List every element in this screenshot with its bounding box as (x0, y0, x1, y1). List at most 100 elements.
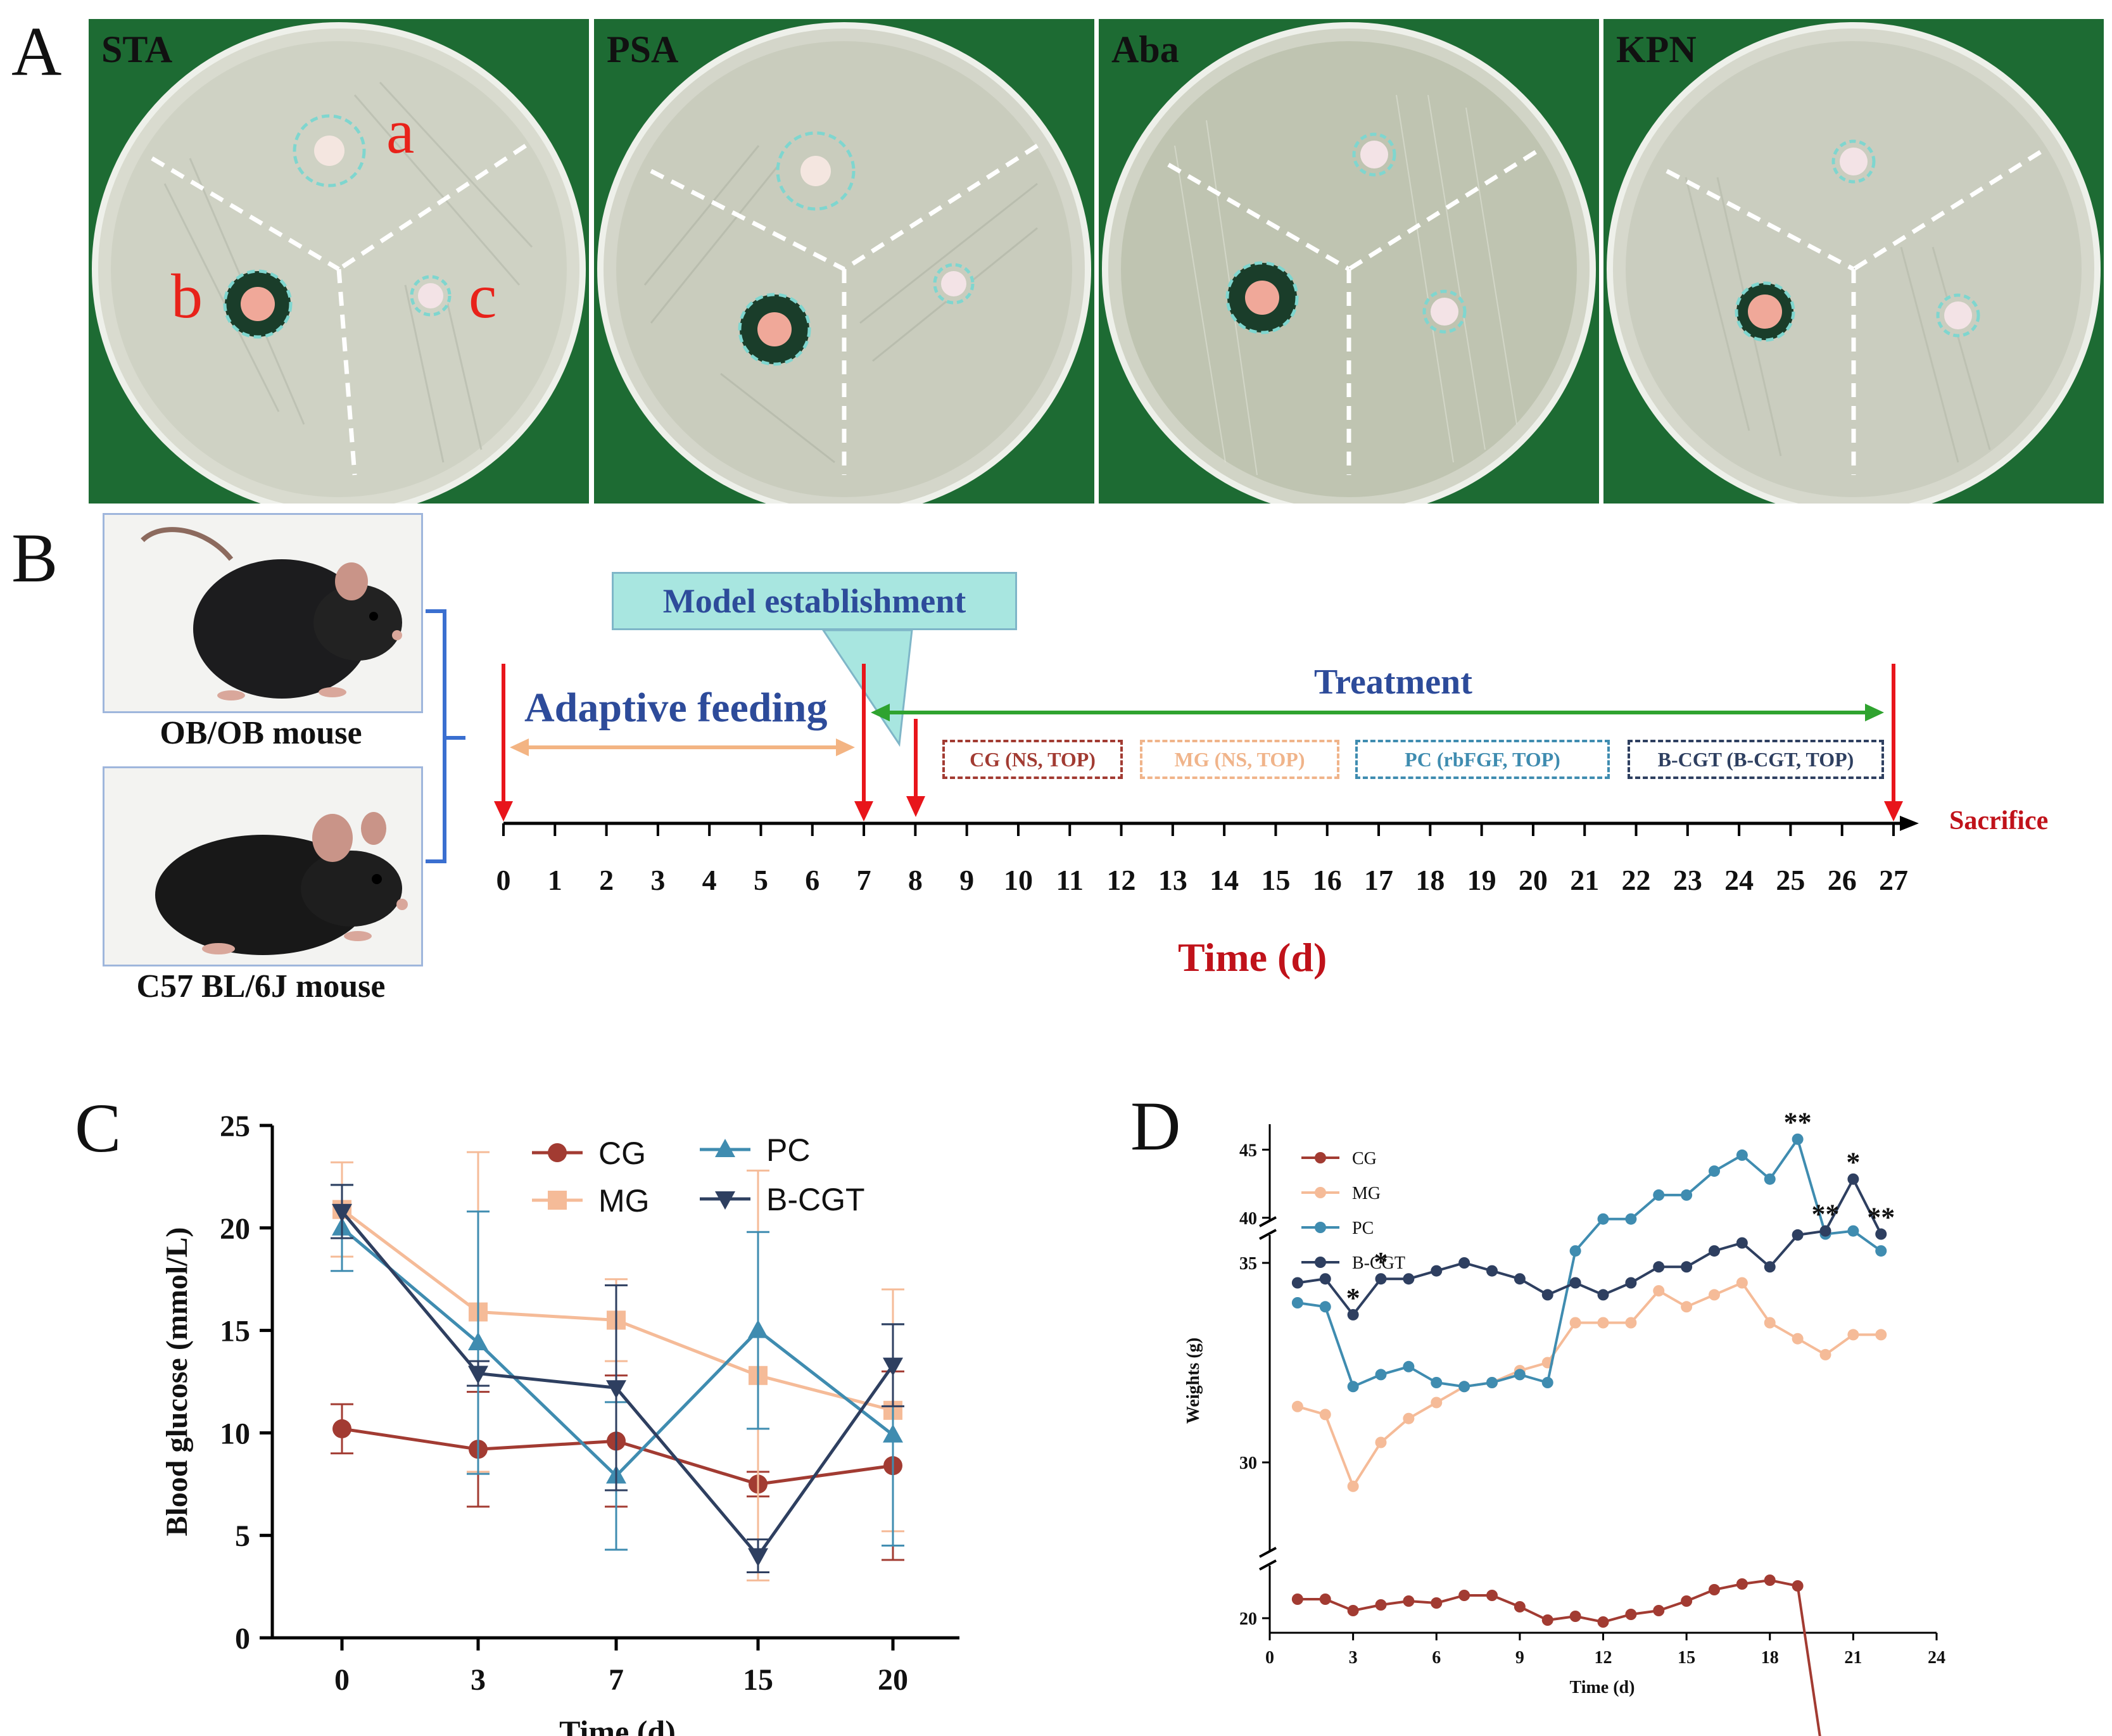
c-point (548, 1191, 567, 1210)
c-series-b-cgt (331, 1184, 904, 1573)
d-point (1569, 1277, 1581, 1289)
d-point (1875, 1329, 1887, 1341)
d-legend-item: CG (1301, 1149, 1377, 1169)
c-y-tick-label: 15 (220, 1315, 250, 1348)
d-point (1403, 1595, 1415, 1607)
c-y-tick-label: 25 (220, 1110, 250, 1143)
blood-glucose-chart: 0 5 10 15 20 25 0 3 7 15 20 Time (d) Blood glucose (… (160, 1110, 959, 1736)
timeline-day-label: 25 (1776, 864, 1805, 896)
d-point (1597, 1616, 1609, 1628)
d-point (1403, 1412, 1415, 1424)
panel-b-diagram: 0 1 2 3 4 5 6 7 8 9 10 11 12 13 14 15 16 17 18 19 20 21 22 23 24… (426, 609, 1919, 896)
d-point (1764, 1317, 1776, 1329)
c-point (748, 1319, 768, 1338)
c-y-tick-label: 5 (235, 1519, 250, 1553)
d-point (1792, 1133, 1804, 1145)
d-point (1514, 1273, 1526, 1285)
c-legend-item: MG (532, 1183, 650, 1219)
d-point (1291, 1593, 1303, 1605)
c-point (715, 1191, 735, 1210)
mouse-caption-c57: C57 BL/6J mouse (136, 968, 386, 1004)
arrow-day0-head (494, 801, 513, 821)
d-series-line (1297, 1281, 1881, 1490)
d-series-pc (1291, 1133, 1887, 1393)
d-significance-mark: ** (1867, 1202, 1895, 1233)
arrow-day8-head (906, 796, 925, 817)
timeline-day-label: 3 (650, 864, 665, 896)
timeline-day-label: 23 (1673, 864, 1702, 896)
d-point (1375, 1436, 1387, 1448)
d-legend: CG MG PC B-CGT (1301, 1149, 1405, 1273)
d-legend-marker (1315, 1222, 1326, 1233)
timeline-day-label: 1 (548, 864, 562, 896)
d-point (1569, 1611, 1581, 1622)
d-x-tick-label: 9 (1515, 1648, 1524, 1668)
d-point (1736, 1149, 1748, 1161)
d-y-axis-label: Weights (g) (1184, 1338, 1203, 1424)
d-x-tick-label: 12 (1595, 1648, 1612, 1668)
d-point (1847, 1329, 1859, 1341)
c-x-tick-label: 7 (609, 1663, 624, 1697)
mouse-bracket (426, 609, 465, 863)
group-box-mg: MG (NS, TOP) (1140, 740, 1339, 779)
group-box-bcgt: B-CGT (B-CGT, TOP) (1628, 740, 1884, 779)
d-point (1431, 1265, 1443, 1277)
arrow-day27-head (1884, 801, 1903, 821)
d-y-tick-label: 20 (1239, 1609, 1257, 1629)
d-point (1597, 1213, 1609, 1225)
plate-photo-sta: STA a b c (89, 19, 589, 504)
d-point (1653, 1605, 1665, 1616)
d-series-line (1297, 1578, 1821, 1736)
d-x-tick-label: 24 (1928, 1648, 1945, 1668)
d-point (1347, 1605, 1359, 1616)
d-point (1375, 1369, 1387, 1381)
d-y-tick-label: 40 (1239, 1209, 1257, 1229)
d-point (1875, 1228, 1887, 1240)
adaptive-feeding-label: Adaptive feeding (524, 685, 828, 731)
d-point (1458, 1381, 1470, 1393)
d-legend-label: CG (1352, 1149, 1377, 1169)
timeline-day-label: 20 (1519, 864, 1548, 896)
d-significance-mark: * (1346, 1283, 1360, 1314)
c-point (883, 1357, 903, 1376)
d-point (1431, 1377, 1443, 1388)
panel-a-letter: A (11, 13, 62, 90)
d-x-tick-label: 3 (1349, 1648, 1358, 1668)
d-point (1291, 1297, 1303, 1308)
d-point (1764, 1173, 1776, 1185)
timeline-day-label: 6 (805, 864, 819, 896)
d-legend-item: B-CGT (1301, 1253, 1405, 1273)
d-series-line (1297, 1136, 1882, 1388)
d-point (1736, 1237, 1748, 1249)
d-point (1681, 1301, 1693, 1313)
d-point (1291, 1277, 1303, 1289)
timeline-day-label: 10 (1004, 864, 1033, 896)
d-legend-marker (1315, 1152, 1326, 1163)
d-point (1597, 1289, 1609, 1301)
timeline-day-label: 4 (702, 864, 717, 896)
d-legend-label: PC (1352, 1219, 1374, 1238)
c-point (606, 1380, 626, 1399)
c-legend-item: B-CGT (700, 1182, 865, 1217)
d-significance-mark: ** (1784, 1107, 1812, 1138)
c-x-axis-label: Time (d) (559, 1714, 676, 1736)
d-series-cg (1291, 1574, 1821, 1736)
d-legend-label: B-CGT (1352, 1253, 1405, 1273)
timeline-day-label: 14 (1210, 864, 1239, 896)
d-point (1597, 1317, 1609, 1329)
d-point (1319, 1409, 1331, 1421)
timeline-day-label: 18 (1415, 864, 1445, 896)
c-x-tick-label: 0 (334, 1663, 350, 1697)
c-legend: CG MG PC B-CGT (532, 1132, 865, 1219)
c-point (332, 1203, 352, 1222)
d-point (1291, 1400, 1303, 1412)
d-point (1764, 1261, 1776, 1273)
mouse-photo-c57 (103, 766, 423, 966)
c-point (468, 1332, 488, 1351)
d-point (1875, 1245, 1887, 1257)
d-point (1736, 1277, 1748, 1289)
d-x-tick-label: 15 (1678, 1648, 1695, 1668)
d-point (1709, 1165, 1720, 1177)
c-point (715, 1139, 735, 1157)
d-significance-mark: * (1374, 1246, 1388, 1277)
